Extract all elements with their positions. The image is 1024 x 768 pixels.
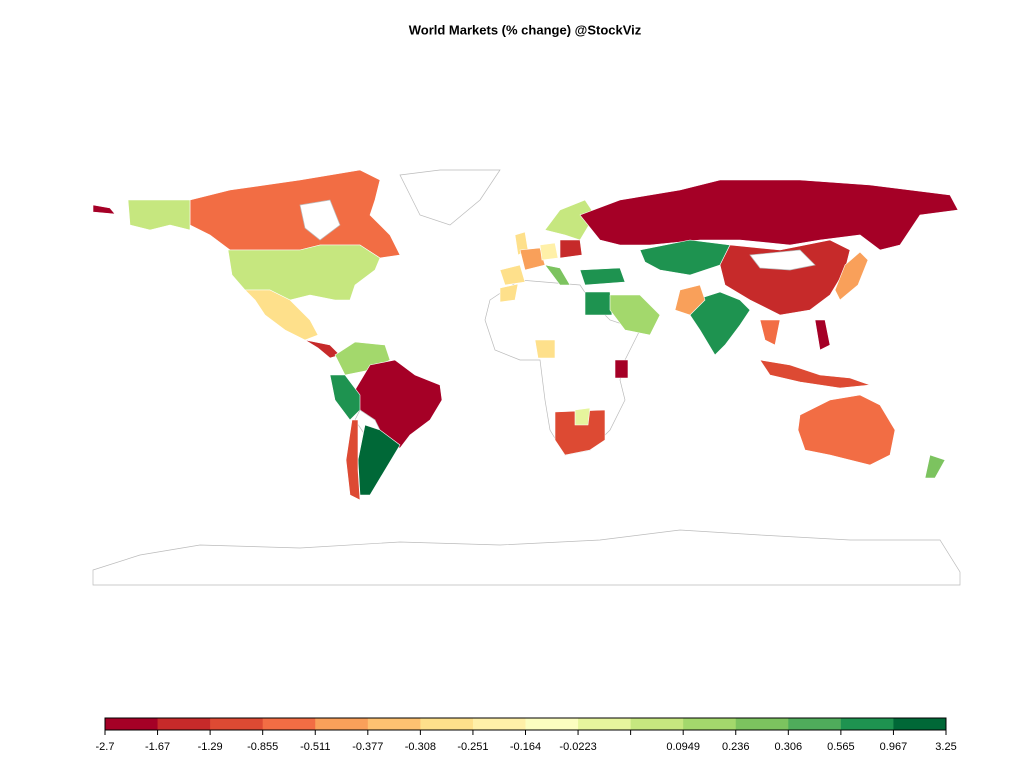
australia: [797, 394, 896, 466]
legend-tick-label: 0.967: [880, 741, 908, 753]
germany: [539, 242, 559, 261]
legend-swatch: [262, 718, 316, 730]
legend-tick-label: -0.377: [352, 741, 383, 753]
legend-tick-label: -0.511: [300, 741, 330, 753]
morocco: [499, 283, 519, 303]
chukotka: [92, 204, 116, 215]
poland: [559, 239, 583, 259]
legend-swatch: [367, 718, 421, 730]
mexico: [244, 289, 319, 341]
chile: [345, 419, 361, 501]
legend-swatch: [525, 718, 579, 730]
legend-swatch: [472, 718, 526, 730]
kazakhstan: [639, 239, 731, 276]
legend-swatch: [683, 718, 737, 730]
greenland: [399, 169, 501, 226]
legend-tick-label: 0.565: [827, 741, 855, 753]
legend-tick-label: -0.0223: [559, 741, 596, 753]
legend-tick-label: 3.25: [935, 741, 956, 753]
south-africa: [554, 409, 606, 456]
spain: [499, 264, 526, 286]
legend-swatch: [630, 718, 684, 730]
kenya: [614, 359, 629, 379]
egypt: [584, 291, 613, 316]
nigeria: [534, 339, 556, 359]
turkey: [579, 267, 626, 286]
map-title: World Markets (% change) @StockViz: [409, 22, 642, 37]
legend-tick-label: -1.67: [145, 741, 170, 753]
legend-tick-label: -1.29: [198, 741, 223, 753]
pakistan: [674, 284, 706, 316]
legend-tick-label: -0.308: [405, 741, 436, 753]
world-map: [92, 169, 961, 586]
botswana: [574, 407, 591, 426]
legend-tick-label: -2.7: [96, 741, 115, 753]
central-america: [304, 339, 341, 359]
legend-swatch: [315, 718, 369, 730]
india: [689, 291, 751, 356]
legend-tick-label: -0.251: [457, 741, 488, 753]
legend-swatch: [735, 718, 789, 730]
legend-swatch: [210, 718, 264, 730]
italy: [544, 264, 571, 286]
legend-swatch: [105, 718, 159, 730]
new-zealand: [924, 454, 946, 479]
japan: [834, 251, 869, 301]
alaska: [127, 199, 191, 231]
philippines: [814, 319, 831, 351]
vietnam: [759, 319, 781, 346]
color-legend: -2.7 -1.67 -1.29 -0.855 -0.511 -0.377 -0.308 -0…: [96, 717, 957, 753]
hudson-bay: [299, 199, 341, 241]
legend-swatch: [788, 718, 842, 730]
legend-tick-label: -0.164: [510, 741, 541, 753]
legend-tick-label: 0.306: [775, 741, 803, 753]
legend-tick-label: 0.0949: [666, 741, 700, 753]
saudi-arabia: [609, 294, 661, 336]
legend-swatch: [578, 718, 632, 730]
argentina: [357, 424, 401, 496]
antarctica: [92, 529, 961, 586]
legend-swatch: [157, 718, 211, 730]
canada: [189, 169, 401, 259]
legend-swatch: [420, 718, 474, 730]
indonesia: [759, 359, 871, 389]
russia: [579, 179, 959, 251]
legend-tick-label: -0.855: [247, 741, 278, 753]
legend-swatch: [840, 718, 894, 730]
mongolia: [749, 249, 816, 271]
legend-tick-label: 0.236: [722, 741, 750, 753]
peru: [329, 374, 361, 421]
legend-swatch: [893, 718, 947, 730]
